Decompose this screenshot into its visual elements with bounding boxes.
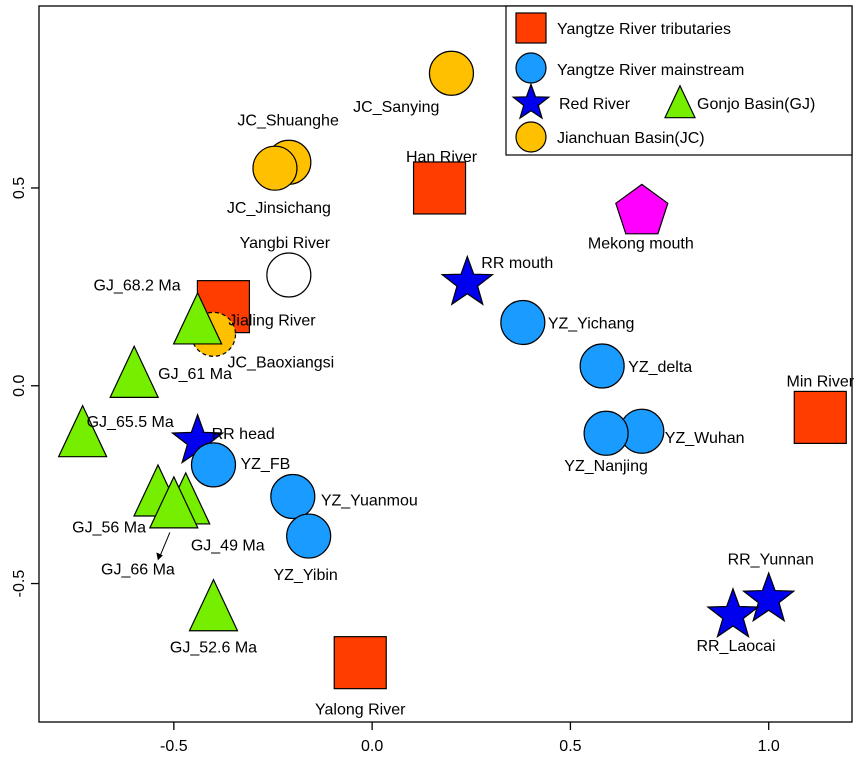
y-tick-label: 0.0 — [11, 375, 28, 397]
data-point — [188, 578, 239, 632]
data-point — [333, 636, 387, 690]
point-label: YZ_Wuhan — [665, 430, 745, 447]
data-point — [412, 161, 467, 215]
point-label: Yangbi River — [240, 235, 331, 252]
x-tick-label: 0.5 — [559, 738, 581, 755]
point-label: JC_Jinsichang — [227, 200, 331, 217]
data-point — [109, 344, 160, 398]
data-point — [270, 473, 316, 520]
legend-marker — [515, 121, 547, 153]
chart-legend: Yangtze River tributaries Yangtze River m… — [505, 5, 853, 156]
point-label: GJ_65.5 Ma — [87, 414, 174, 431]
point-label: YZ_Yichang — [548, 315, 635, 332]
point-label: GJ_61 Ma — [158, 366, 232, 383]
point-label: RR mouth — [481, 255, 553, 272]
point-label: GJ_56 Ma — [72, 520, 146, 537]
data-point — [741, 571, 796, 623]
point-label: YZ_Nanjing — [564, 458, 648, 475]
arrowhead-icon — [156, 552, 163, 561]
data-point — [190, 442, 237, 488]
x-tick-label: 0.0 — [361, 738, 383, 755]
point-label: Mekong mouth — [588, 236, 694, 253]
legend-marker — [515, 12, 547, 44]
legend-marker — [664, 84, 696, 119]
point-label: RR_Yunnan — [728, 551, 814, 568]
y-tick-label: -0.5 — [11, 570, 28, 598]
legend-label: Red River — [559, 96, 631, 113]
point-label: JC_Shuanghe — [237, 112, 339, 129]
point-label: RR_Laocai — [696, 638, 775, 655]
data-point — [440, 254, 495, 306]
data-point — [148, 475, 199, 529]
data-point — [706, 587, 760, 639]
label-leader-line — [159, 532, 171, 557]
point-label: Jialing River — [228, 313, 316, 330]
point-label: Yalong River — [315, 702, 406, 719]
y-tick-label: 0.5 — [11, 177, 28, 199]
x-tick-label: -0.5 — [160, 738, 188, 755]
data-point — [286, 513, 332, 559]
data-point — [172, 291, 223, 345]
data-point — [500, 299, 546, 346]
point-labels: JC_Sanying JC_Shuanghe JC_Jinsichang Han Ri… — [72, 99, 855, 718]
point-label: YZ_FB — [240, 456, 290, 473]
data-point — [793, 390, 847, 445]
legend-label: Yangtze River mainstream — [557, 62, 744, 79]
data-point — [266, 252, 312, 298]
point-label: JC_Sanying — [353, 99, 439, 116]
point-label: Min River — [786, 373, 854, 390]
point-label: GJ_68.2 Ma — [93, 277, 180, 294]
point-label: GJ_52.6 Ma — [170, 639, 257, 656]
legend-marker — [515, 52, 547, 84]
point-label: GJ_49 Ma — [191, 537, 265, 554]
point-label: YZ_Yibin — [274, 567, 338, 584]
chart-axes: -0.5 0.0 0.5 1.0 -0.5 0.0 0.5 — [11, 5, 853, 755]
point-label: JC_Baoxiangsi — [227, 354, 334, 371]
data-point — [428, 50, 475, 96]
data-point — [615, 183, 669, 235]
legend-box — [505, 5, 853, 156]
data-point — [579, 343, 625, 389]
legend-marker — [511, 82, 551, 120]
point-label: YZ_delta — [628, 359, 692, 376]
chart-marks — [57, 50, 847, 690]
legend-label: Jianchuan Basin(JC) — [557, 130, 705, 147]
point-label: Han River — [406, 149, 478, 166]
data-point — [252, 145, 298, 191]
data-point — [583, 410, 629, 456]
plot-frame — [38, 5, 853, 723]
x-tick-label: 1.0 — [758, 738, 780, 755]
point-label: YZ_Yuanmou — [321, 493, 418, 510]
data-point — [57, 404, 108, 458]
legend-label: Yangtze River tributaries — [557, 21, 731, 38]
point-label: RR head — [212, 426, 275, 443]
legend-label: Gonjo Basin(GJ) — [697, 96, 815, 113]
point-label: GJ_66 Ma — [101, 561, 175, 578]
